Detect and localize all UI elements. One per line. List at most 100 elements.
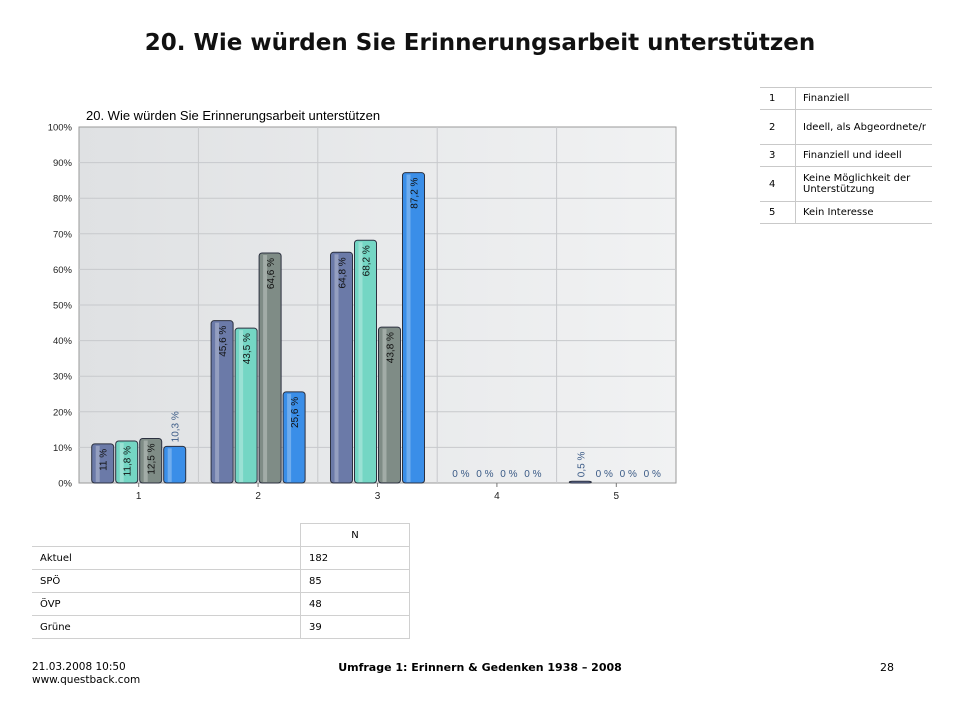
legend-text: Ideell, als Abgeordnete/r	[795, 109, 932, 145]
bar-highlight	[119, 442, 124, 482]
x-tick-label: 5	[614, 491, 620, 502]
data-label: 0 %	[620, 469, 637, 480]
x-tick-label: 1	[136, 491, 142, 502]
bar	[91, 443, 115, 484]
x-tick-label: 3	[375, 491, 381, 502]
bar-highlight	[358, 242, 363, 482]
data-label: 12,5 %	[147, 443, 158, 474]
data-label: 0 %	[524, 469, 541, 480]
bar	[139, 438, 163, 484]
footer-website: www.questback.com	[32, 674, 141, 686]
legend-row: 1 Finanziell	[760, 87, 932, 110]
bar-highlight	[406, 174, 411, 482]
respondent-count-table: N Aktuel 182 SPÖ 85 ÖVP 48 Grüne 39	[32, 523, 410, 639]
chart-title: 20. Wie würden Sie Erinnerungsarbeit unt…	[86, 108, 380, 123]
legend-number: 2	[760, 109, 796, 145]
bar	[354, 239, 377, 484]
legend-text: Finanziell und ideell	[795, 144, 932, 167]
legend-text: Keine Möglichkeit der Unterstützung	[795, 166, 932, 202]
answer-legend-table: 1 Finanziell 2 Ideell, als Abgeordnete/r…	[760, 87, 932, 224]
bar-highlight	[167, 448, 172, 482]
bar-highlight	[95, 445, 100, 482]
y-tick-label: 20%	[53, 407, 73, 418]
data-label: 0 %	[644, 469, 661, 480]
n-row-value: 39	[300, 615, 410, 639]
data-label: 0 %	[500, 469, 517, 480]
n-row-label: Grüne	[32, 615, 301, 639]
bar-highlight	[382, 329, 387, 482]
legend-text: Finanziell	[795, 87, 932, 110]
n-table-corner	[32, 524, 301, 547]
data-label: 11 %	[99, 449, 110, 471]
data-label: 0,5 %	[576, 452, 587, 478]
bar	[282, 391, 306, 484]
bar-highlight	[263, 255, 268, 482]
data-label: 87,2 %	[410, 177, 421, 208]
bar	[330, 251, 353, 484]
data-label: 43,8 %	[386, 332, 397, 363]
bar-highlight	[239, 330, 244, 482]
n-row-label: ÖVP	[32, 592, 301, 616]
data-label: 43,5 %	[242, 333, 253, 364]
page-number: 28	[880, 661, 894, 674]
n-row-value: 48	[300, 592, 410, 616]
data-label: 68,2 %	[362, 245, 373, 276]
y-tick-label: 30%	[53, 372, 73, 383]
bar-highlight	[287, 393, 292, 482]
data-label: 64,8 %	[338, 257, 349, 288]
bar	[234, 327, 258, 484]
legend-row: 3 Finanziell und ideell	[760, 144, 932, 167]
footer-survey-title: Umfrage 1: Erinnern & Gedenken 1938 – 20…	[338, 661, 622, 674]
bar	[210, 320, 234, 484]
n-table-header: N	[300, 523, 410, 547]
legend-number: 4	[760, 166, 796, 202]
bar-highlight	[215, 322, 220, 482]
y-tick-label: 0%	[58, 479, 72, 490]
legend-row: 5 Kein Interesse	[760, 201, 932, 224]
y-tick-label: 70%	[53, 229, 73, 240]
legend-row: 4 Keine Möglichkeit der Unterstützung	[760, 166, 932, 202]
bar	[258, 252, 282, 484]
table-row: Grüne 39	[32, 615, 410, 639]
bar	[163, 445, 187, 484]
data-label: 0 %	[596, 469, 613, 480]
legend-number: 5	[760, 201, 796, 224]
bar	[378, 326, 401, 484]
x-tick-label: 4	[494, 491, 500, 502]
bar	[115, 440, 139, 484]
footer-left: 21.03.2008 10:50 www.questback.com	[32, 661, 140, 687]
bar-highlight	[143, 440, 148, 482]
legend-number: 1	[760, 87, 796, 110]
bar-chart: 20. Wie würden Sie Erinnerungsarbeit unt…	[40, 100, 740, 510]
data-label: 11,8 %	[123, 446, 134, 476]
x-tick-label: 2	[255, 491, 261, 502]
data-label: 0 %	[476, 469, 493, 480]
bar	[568, 480, 592, 484]
y-tick-label: 90%	[53, 158, 73, 169]
n-row-value: 182	[300, 546, 410, 570]
table-row: SPÖ 85	[32, 569, 410, 593]
n-row-label: Aktuel	[32, 546, 301, 570]
y-tick-label: 100%	[48, 123, 73, 134]
y-tick-label: 60%	[53, 265, 73, 276]
data-label: 25,6 %	[290, 397, 301, 428]
bar	[402, 172, 425, 484]
data-label: 45,6 %	[218, 326, 229, 357]
y-tick-label: 50%	[53, 301, 73, 312]
legend-text: Kein Interesse	[795, 201, 932, 224]
data-label: 64,6 %	[266, 258, 277, 289]
n-row-value: 85	[300, 569, 410, 593]
y-tick-label: 80%	[53, 194, 73, 205]
data-label: 10,3 %	[171, 411, 182, 442]
chart-svg: 20. Wie würden Sie Erinnerungsarbeit unt…	[48, 108, 740, 502]
page-title: 20. Wie würden Sie Erinnerungsarbeit unt…	[144, 30, 816, 56]
y-tick-label: 40%	[53, 336, 73, 347]
y-tick-label: 10%	[53, 443, 73, 454]
legend-number: 3	[760, 144, 796, 167]
legend-row: 2 Ideell, als Abgeordnete/r	[760, 109, 932, 145]
footer-datetime: 21.03.2008 10:50	[32, 661, 126, 673]
n-row-label: SPÖ	[32, 569, 301, 593]
data-label: 0 %	[452, 469, 469, 480]
table-row: ÖVP 48	[32, 592, 410, 616]
table-row: Aktuel 182	[32, 546, 410, 570]
